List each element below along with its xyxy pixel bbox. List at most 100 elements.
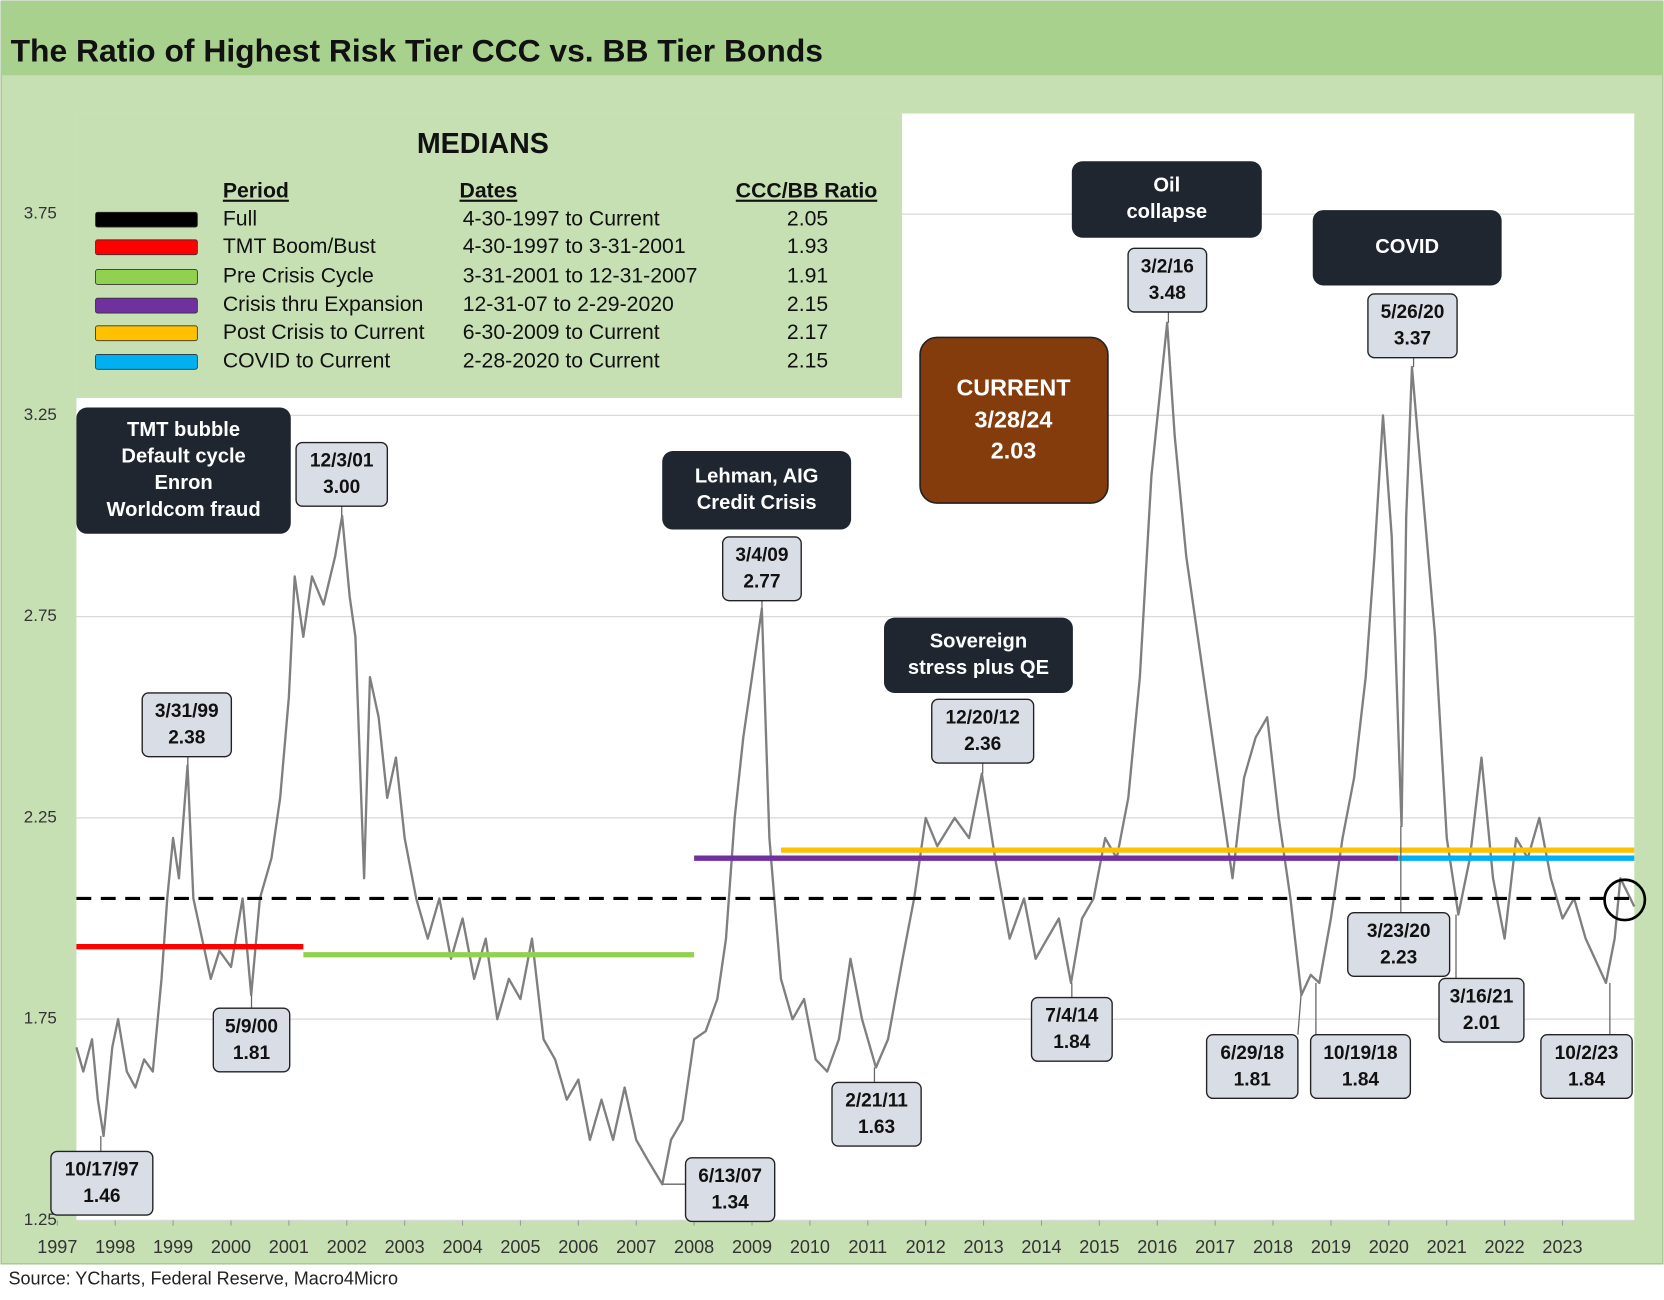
- current-value: 2.03: [991, 437, 1036, 463]
- x-tick-label: 2005: [500, 1237, 540, 1257]
- current-box: [919, 336, 1109, 504]
- annotation-date: 3/4/09: [735, 545, 788, 566]
- x-tick-label: 2019: [1311, 1237, 1351, 1257]
- event-text: Worldcom fraud: [107, 499, 261, 521]
- legend-dates: 6-30-2009 to Current: [463, 321, 660, 344]
- annotation-value: 1.63: [858, 1117, 895, 1138]
- legend-title: MEDIANS: [417, 128, 549, 160]
- x-tick-label: 2018: [1253, 1237, 1293, 1257]
- legend-ratio: 2.05: [787, 207, 828, 230]
- x-tick-label: 2004: [442, 1237, 482, 1257]
- event-box: [1312, 210, 1502, 286]
- annotation-box: [212, 1007, 291, 1073]
- current-marker: [1603, 878, 1647, 922]
- annotation-value: 2.38: [168, 728, 206, 749]
- event-text: Oil: [1153, 175, 1180, 197]
- annotation-box: [50, 1150, 154, 1216]
- annotation-box: [295, 441, 389, 507]
- annotation-date: 3/31/99: [155, 701, 219, 722]
- legend-period: Crisis thru Expansion: [223, 293, 423, 316]
- annotation-value: 3.00: [323, 477, 360, 498]
- annotation-date: 7/4/14: [1045, 1006, 1098, 1027]
- legend-ratio: 2.15: [787, 293, 828, 316]
- event-text: collapse: [1126, 201, 1207, 223]
- x-tick-label: 2013: [964, 1237, 1004, 1257]
- legend-dates: 4-30-1997 to 3-31-2001: [463, 235, 686, 258]
- event-text: Default cycle: [121, 446, 245, 468]
- legend-header: CCC/BB Ratio: [736, 180, 877, 203]
- x-tick-label: 2012: [906, 1237, 946, 1257]
- annotation-value: 1.84: [1053, 1032, 1091, 1053]
- y-tick-label: 1.25: [24, 1210, 57, 1229]
- y-tick-label: 3.75: [24, 204, 57, 223]
- annotation-box: [1309, 1034, 1412, 1100]
- x-tick-label: 2002: [327, 1237, 367, 1257]
- annotation-box: [1127, 247, 1208, 313]
- legend-swatch: [95, 297, 198, 314]
- x-tick-label: 2021: [1427, 1237, 1467, 1257]
- legend-dates: 12-31-07 to 2-29-2020: [463, 293, 674, 316]
- annotation-value: 1.84: [1568, 1069, 1606, 1090]
- annotation-date: 12/3/01: [310, 451, 374, 472]
- event-box: [662, 451, 852, 530]
- legend-swatch: [95, 211, 198, 228]
- annotation-date: 10/17/97: [65, 1160, 139, 1181]
- x-tick-label: 2006: [558, 1237, 598, 1257]
- current-text: CURRENT: [956, 375, 1070, 401]
- event-text: Lehman, AIG: [695, 465, 819, 487]
- x-tick-label: 2016: [1137, 1237, 1177, 1257]
- title-band: [1, 1, 1663, 76]
- legend-period: COVID to Current: [223, 349, 391, 372]
- y-tick-label: 1.75: [24, 1009, 57, 1028]
- x-tick-label: 2011: [848, 1237, 887, 1257]
- legend-period: Post Crisis to Current: [223, 321, 425, 344]
- annotation-date: 5/26/20: [1381, 302, 1445, 323]
- x-tick-label: 1999: [153, 1237, 193, 1257]
- legend-dates: 4-30-1997 to Current: [463, 207, 660, 230]
- legend-period: Pre Crisis Cycle: [223, 265, 374, 288]
- event-text: Credit Crisis: [697, 492, 817, 514]
- x-tick-label: 1998: [95, 1237, 135, 1257]
- legend-dates: 2-28-2020 to Current: [463, 349, 660, 372]
- y-tick-label: 3.25: [24, 405, 57, 424]
- event-text: TMT bubble: [127, 419, 240, 441]
- annotation-box: [1030, 996, 1113, 1062]
- annotation-box: [1540, 1034, 1633, 1100]
- legend-ratio: 2.15: [787, 349, 828, 372]
- annotation-value: 3.37: [1394, 329, 1431, 350]
- annotation-box: [1205, 1034, 1299, 1100]
- x-tick-label: 2010: [790, 1237, 830, 1257]
- current-text: 3/28/24: [975, 406, 1053, 432]
- annotation-date: 10/2/23: [1555, 1043, 1619, 1064]
- event-text: Sovereign: [930, 630, 1027, 652]
- x-tick-label: 2015: [1079, 1237, 1119, 1257]
- legend-swatch: [95, 354, 198, 370]
- legend-period: TMT Boom/Bust: [223, 235, 376, 258]
- annotation-value: 1.81: [1234, 1069, 1272, 1090]
- annotation-box: [684, 1157, 776, 1223]
- annotation-value: 1.46: [83, 1186, 120, 1207]
- y-tick-label: 2.25: [24, 807, 57, 826]
- x-tick-label: 2001: [269, 1237, 309, 1257]
- x-tick-label: 2014: [1021, 1237, 1061, 1257]
- annotation-value: 2.01: [1463, 1013, 1501, 1034]
- annotation-value: 1.81: [233, 1043, 271, 1064]
- annotation-value: 1.34: [712, 1192, 750, 1213]
- legend-ratio: 1.93: [787, 235, 828, 258]
- x-tick-label: 2008: [674, 1237, 714, 1257]
- annotation-box: [722, 536, 802, 602]
- x-tick-label: 2009: [732, 1237, 772, 1257]
- annotation-value: 3.48: [1149, 283, 1187, 304]
- annotation-value: 2.36: [964, 734, 1001, 755]
- x-tick-label: 2023: [1542, 1237, 1582, 1257]
- annotation-value: 2.77: [743, 572, 780, 593]
- annotation-date: 5/9/00: [225, 1016, 278, 1037]
- annotation-date: 6/29/18: [1220, 1043, 1284, 1064]
- annotation-value: 1.84: [1342, 1069, 1380, 1090]
- event-box: [1071, 161, 1262, 238]
- annotation-date: 2/21/11: [845, 1091, 908, 1112]
- annotation-date: 10/19/18: [1323, 1043, 1398, 1064]
- x-tick-label: 2017: [1195, 1237, 1235, 1257]
- annotation-date: 3/23/20: [1367, 921, 1431, 942]
